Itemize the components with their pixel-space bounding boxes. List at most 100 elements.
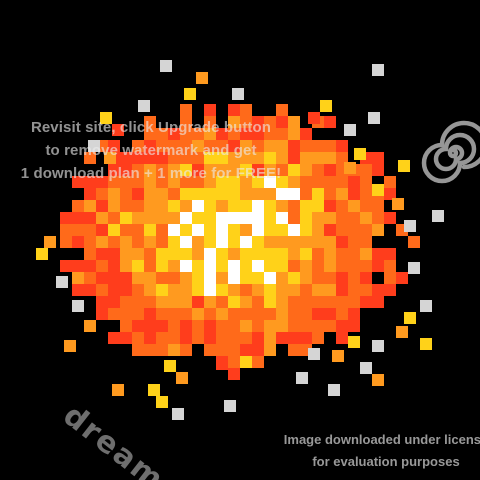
explosion-pixel [120,188,132,200]
explosion-pixel [168,272,180,284]
explosion-pixel [228,224,240,236]
explosion-pixel [180,104,192,116]
explosion-pixel [224,400,236,412]
explosion-pixel [180,200,192,212]
explosion-pixel [404,220,416,232]
explosion-pixel [156,344,168,356]
explosion-pixel [132,152,144,164]
explosion-pixel [228,332,240,344]
explosion-pixel [240,188,252,200]
explosion-pixel [168,332,180,344]
explosion-pixel [108,236,120,248]
explosion-pixel [300,332,312,344]
explosion-pixel [216,344,228,356]
explosion-pixel [132,176,144,188]
explosion-pixel [312,152,324,164]
explosion-pixel [336,212,348,224]
explosion-pixel [300,296,312,308]
explosion-pixel [228,236,240,248]
explosion-pixel [372,296,384,308]
explosion-pixel [60,236,72,248]
explosion-pixel [348,260,360,272]
explosion-pixel [96,188,108,200]
explosion-pixel [228,260,240,272]
explosion-pixel [216,188,228,200]
explosion-pixel [324,236,336,248]
explosion-pixel [168,248,180,260]
explosion-pixel [96,176,108,188]
explosion-pixel [180,140,192,152]
explosion-pixel [156,320,168,332]
explosion-pixel [108,332,120,344]
explosion-pixel [64,340,76,352]
explosion-pixel [252,152,264,164]
explosion-pixel [108,296,120,308]
explosion-pixel [264,308,276,320]
explosion-pixel [216,164,228,176]
explosion-pixel [192,128,204,140]
explosion-pixel [252,344,264,356]
explosion-pixel [384,284,396,296]
explosion-pixel [288,152,300,164]
explosion-pixel [144,116,156,128]
explosion-pixel [100,112,112,124]
explosion-pixel [344,162,356,174]
explosion-pixel [228,356,240,368]
explosion-pixel [276,188,288,200]
explosion-pixel [372,224,384,236]
explosion-pixel [360,164,372,176]
explosion-pixel [300,284,312,296]
explosion-pixel [288,164,300,176]
explosion-pixel [120,260,132,272]
explosion-pixel [84,152,96,164]
explosion-pixel [204,320,216,332]
explosion-pixel [312,308,324,320]
explosion-pixel [336,224,348,236]
explosion-pixel [324,164,336,176]
explosion-pixel [264,188,276,200]
explosion-pixel [84,272,96,284]
explosion-pixel [300,308,312,320]
explosion-pixel [180,212,192,224]
explosion-pixel [240,356,252,368]
explosion-pixel [308,348,320,360]
explosion-pixel [288,176,300,188]
explosion-pixel [168,284,180,296]
explosion-pixel [144,308,156,320]
explosion-pixel [408,236,420,248]
explosion-pixel [288,332,300,344]
explosion-pixel [300,320,312,332]
explosion-pixel [132,332,144,344]
explosion-pixel [288,116,300,128]
explosion-pixel [324,248,336,260]
explosion-pixel [108,164,120,176]
explosion-pixel [288,200,300,212]
explosion-pixel [192,284,204,296]
explosion-pixel [132,212,144,224]
explosion-pixel [276,320,288,332]
explosion-pixel [348,296,360,308]
explosion-pixel [276,272,288,284]
explosion-pixel [328,384,340,396]
explosion-pixel [372,212,384,224]
explosion-pixel [144,152,156,164]
explosion-pixel [180,308,192,320]
explosion-pixel [276,176,288,188]
explosion-pixel [372,164,384,176]
explosion-pixel [252,140,264,152]
watermark-line: Revisit site, click Upgrade button [30,119,272,136]
explosion-pixel [132,344,144,356]
explosion-pixel [372,374,384,386]
explosion-pixel [216,248,228,260]
explosion-pixel [168,320,180,332]
explosion-pixel [216,296,228,308]
explosion-pixel [276,128,288,140]
explosion-pixel [216,260,228,272]
explosion-pixel [60,224,72,236]
explosion-pixel [216,236,228,248]
explosion-pixel [132,164,144,176]
explosion-pixel [360,224,372,236]
explosion-pixel [132,236,144,248]
explosion-pixel [108,272,120,284]
explosion-pixel [300,188,312,200]
